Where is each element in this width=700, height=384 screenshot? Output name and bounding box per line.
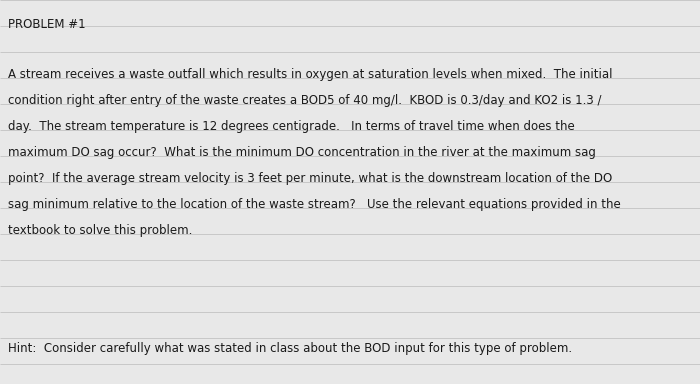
Text: A stream receives a waste outfall which results in oxygen at saturation levels w: A stream receives a waste outfall which … — [8, 68, 612, 81]
Text: condition right after entry of the waste creates a BOD5 of 40 mg/l.  KBOD is 0.3: condition right after entry of the waste… — [8, 94, 601, 107]
Text: Hint:  Consider carefully what was stated in class about the BOD input for this : Hint: Consider carefully what was stated… — [8, 342, 572, 355]
Text: sag minimum relative to the location of the waste stream?   Use the relevant equ: sag minimum relative to the location of … — [8, 198, 621, 211]
Text: textbook to solve this problem.: textbook to solve this problem. — [8, 224, 192, 237]
Text: maximum DO sag occur?  What is the minimum DO concentration in the river at the : maximum DO sag occur? What is the minimu… — [8, 146, 596, 159]
Text: day.  The stream temperature is 12 degrees centigrade.   In terms of travel time: day. The stream temperature is 12 degree… — [8, 120, 575, 133]
Text: point?  If the average stream velocity is 3 feet per minute, what is the downstr: point? If the average stream velocity is… — [8, 172, 612, 185]
Text: PROBLEM #1: PROBLEM #1 — [8, 18, 85, 31]
